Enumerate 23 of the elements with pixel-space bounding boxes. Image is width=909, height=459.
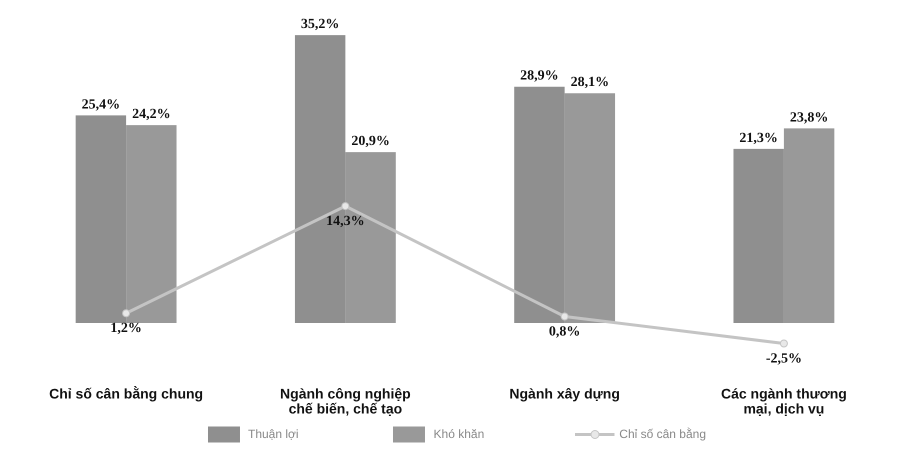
legend-label: Khó khăn <box>434 427 484 441</box>
legend-label: Chỉ số cân bằng <box>619 427 706 441</box>
x-tick-label: Ngành xây dựng <box>509 386 620 402</box>
data-label: 21,3% <box>739 130 778 146</box>
x-tick-label: Ngành công nghiệp chế biến, chế tạo <box>280 386 411 417</box>
data-label: -2,5% <box>766 352 802 366</box>
point <box>780 340 788 348</box>
data-label: 14,3% <box>326 214 365 230</box>
data-label: 28,1% <box>570 75 610 90</box>
data-label: 1,2% <box>110 321 142 336</box>
data-label: 23,8% <box>790 110 828 126</box>
legend-label: Thuận lợi <box>248 427 299 441</box>
x-tick-label: Chỉ số cân bằng chung <box>49 386 204 402</box>
data-label: 28,9% <box>520 68 559 84</box>
point <box>560 312 569 321</box>
data-label: 25,4% <box>82 97 120 112</box>
data-label: 20,9% <box>351 134 390 150</box>
point <box>122 309 130 318</box>
point <box>341 202 350 210</box>
data-label: 0,8% <box>548 324 580 340</box>
data-label: 24,2% <box>132 107 171 122</box>
data-label: 35,2% <box>300 17 340 32</box>
x-tick-label: Các ngành thương mại, dịch vụ <box>720 386 847 417</box>
